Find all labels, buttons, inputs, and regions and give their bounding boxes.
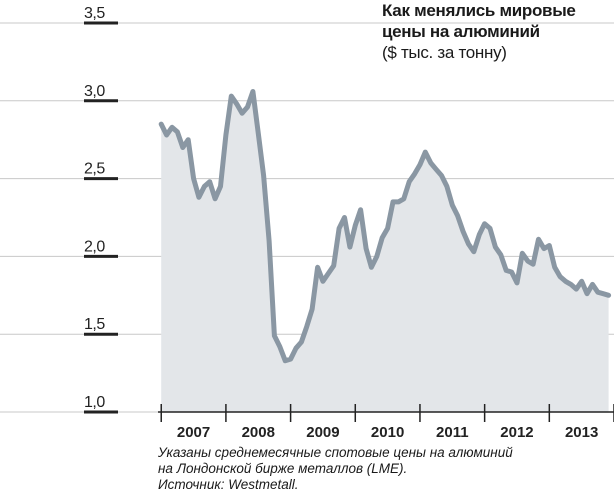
x-tick-label: 2012 — [500, 424, 533, 441]
x-tick-label: 2010 — [371, 424, 404, 441]
chart-title-line-2: цены на алюминий — [382, 22, 540, 41]
x-axis: 2007 2008 2009 2010 2011 2012 2013 — [158, 404, 614, 441]
y-tick-label: 1,5 — [84, 316, 105, 333]
price-area-fill — [161, 91, 609, 412]
chart-title-block: Как менялись мировые цены на алюминий ($… — [382, 0, 604, 64]
chart-notes: Указаны среднемесячные спотовые цены на … — [158, 445, 513, 493]
y-tick-label: 1,0 — [84, 394, 105, 411]
y-tick-label: 2,0 — [84, 238, 105, 255]
y-tick-label: 2,5 — [84, 161, 105, 178]
x-tick-label: 2009 — [306, 424, 339, 441]
note-line-2: на Лондонской бирже металлов (LME). — [158, 461, 408, 476]
chart-title-line-1: Как менялись мировые — [382, 1, 576, 20]
x-tick-label: 2011 — [436, 424, 469, 441]
y-tick-label: 3,5 — [84, 5, 105, 22]
x-tick-label: 2007 — [177, 424, 210, 441]
source-note: Источник: Westmetall. — [158, 477, 299, 492]
chart-subtitle: ($ тыс. за тонну) — [382, 43, 507, 62]
x-tick-label: 2013 — [565, 424, 598, 441]
y-axis: 3,5 3,0 2,5 2,0 1,5 1,0 — [84, 5, 118, 414]
y-tick-label: 3,0 — [84, 83, 105, 100]
x-tick-label: 2008 — [242, 424, 275, 441]
note-line-1: Указаны среднемесячные спотовые цены на … — [158, 445, 513, 460]
price-line — [158, 89, 612, 364]
